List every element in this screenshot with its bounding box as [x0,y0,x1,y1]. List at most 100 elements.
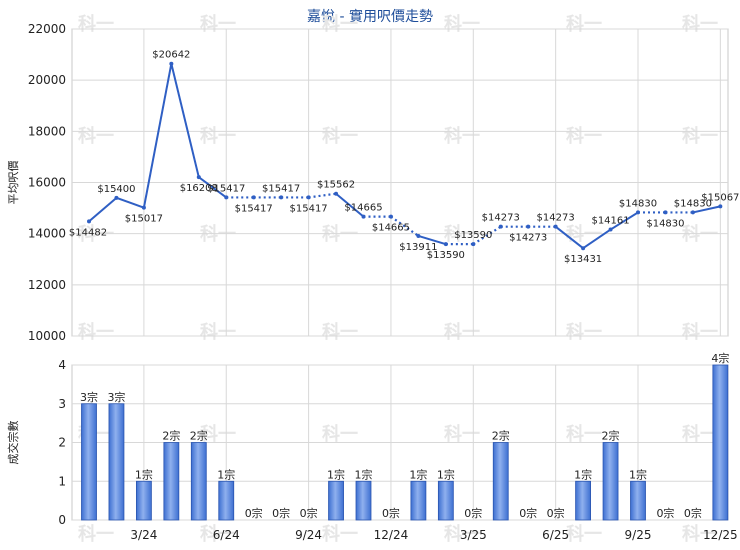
x-tick-label: 12/24 [374,528,409,542]
data-label: $15417 [262,183,300,194]
bar-y-tick-label: 3 [58,397,66,411]
series-line-segment [142,63,173,208]
line-y-tick-label: 12000 [28,278,66,292]
watermark: 科一 [444,13,480,35]
bar [630,480,646,521]
bar [218,480,235,521]
watermark: 科一 [200,321,236,343]
data-label: $14830 [674,198,712,209]
bar-y-tick-label: 2 [58,436,66,450]
watermark: 科一 [322,423,358,445]
x-tick-label: 9/25 [625,528,652,542]
watermark: 科一 [322,13,358,35]
bar-data-label: 1宗 [574,467,592,481]
data-label: $15017 [125,214,163,225]
bar-data-label: 0宗 [547,506,565,520]
data-label: $14830 [646,218,684,229]
series-line-segment [582,228,612,250]
data-point [581,246,586,251]
bar-y-tick-label: 0 [58,513,66,527]
line-y-tick-label: 16000 [28,176,66,190]
bar [135,480,152,521]
watermark: 科一 [566,125,602,147]
bar-data-label: 0宗 [300,506,318,520]
bar-data-label: 0宗 [382,506,400,520]
data-label: $15067 [701,192,739,203]
data-label: $14273 [482,213,520,224]
watermark: 科一 [566,13,602,35]
data-point [553,224,558,229]
bar-data-label: 2宗 [492,429,510,443]
bar-data-label: 1宗 [135,467,153,481]
bar-data-label: 0宗 [464,506,482,520]
watermark: 科一 [78,13,114,35]
bar-data-label: 4宗 [711,351,729,365]
series-line-segment [610,211,639,231]
data-label: $15417 [235,203,273,214]
bar-y-axis-label: 成交宗數 [6,421,20,465]
data-label: $15417 [290,203,328,214]
watermark: 科一 [444,321,480,343]
watermark: 科一 [200,423,236,445]
bar-data-label: 1宗 [217,467,235,481]
data-point [526,224,531,229]
data-label: $20642 [152,50,190,61]
data-point [334,191,339,196]
bar-y-tick-label: 4 [58,358,66,372]
watermark: 科一 [566,423,602,445]
bar-data-label: 2宗 [162,429,180,443]
watermark: 科一 [566,523,602,545]
data-label: $14665 [372,223,410,234]
data-point [498,224,503,229]
bar [108,403,125,521]
x-tick-label: 9/24 [295,528,322,542]
watermark: 科一 [444,423,480,445]
data-point [279,195,284,200]
watermark: 科一 [200,13,236,35]
x-tick-label: 12/25 [703,528,738,542]
bar [328,480,344,521]
data-label: $13431 [564,254,602,265]
bar-data-label: 1宗 [327,467,345,481]
watermark: 科一 [682,125,718,147]
watermark: 科一 [78,523,114,545]
series-line-segment [335,192,365,218]
data-label: $14830 [619,198,657,209]
series-line-segment [418,234,447,246]
bar-data-label: 3宗 [107,390,125,404]
data-point [87,219,91,224]
data-label: $15417 [207,183,245,194]
watermark: 科一 [78,125,114,147]
watermark: 科一 [682,13,718,35]
series-line-segment [116,196,145,209]
data-point [251,195,256,200]
bar-data-label: 1宗 [409,467,427,481]
line-y-tick-label: 22000 [28,22,66,36]
data-label: $15400 [97,184,135,195]
bar [81,403,97,521]
data-point [663,210,668,215]
data-label: $13911 [399,242,437,253]
chart-title: 嘉悅 - 實用呎價走勢 [307,9,433,25]
watermark: 科一 [444,523,480,545]
bar-data-label: 2宗 [602,429,620,443]
data-label: $16208 [180,183,218,194]
bar [190,442,207,521]
series-line-segment [472,225,502,246]
series-line-segment [198,176,227,199]
watermark: 科一 [78,321,114,343]
bar-data-label: 0宗 [656,506,674,520]
line-y-tick-label: 18000 [28,124,66,138]
data-point [690,210,695,215]
series-line-segment [390,215,420,237]
line-y-tick-label: 20000 [28,73,66,87]
data-point [471,242,476,247]
watermark: 科一 [566,321,602,343]
watermark: 科一 [322,125,358,147]
bar-data-label: 1宗 [355,467,373,481]
data-label: $14161 [591,216,629,227]
watermark: 科一 [322,321,358,343]
data-label: $13590 [454,230,492,241]
bar [437,480,454,521]
